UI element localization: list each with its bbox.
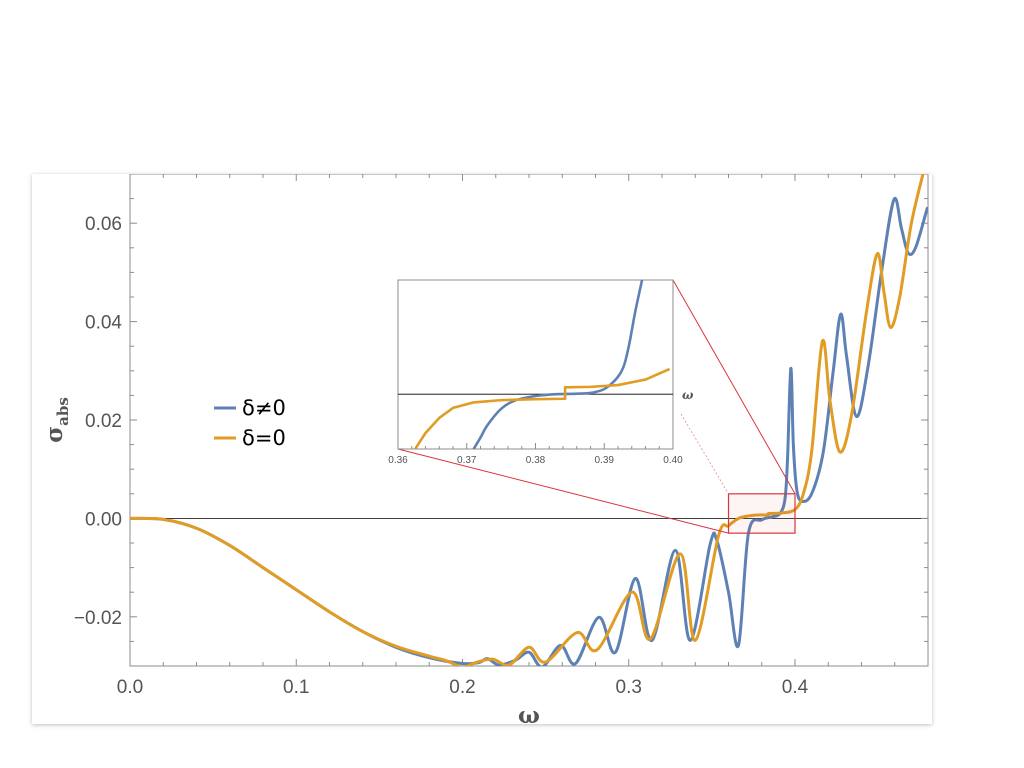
y-tick-label: 0.04 [85,313,122,334]
inset-plot: 0.36 0.37 0.38 0.39 0.40 ω [388,279,694,466]
legend-label-delta-zero: δ=0 [242,426,286,450]
main-plot: 0.0 0.1 0.2 0.3 0.4 −0.02 0.00 0.02 0.04 0.06 [74,174,929,698]
zoom-connector-line [397,448,729,534]
absorption-cross-section-chart: 0.0 0.1 0.2 0.3 0.4 −0.02 0.00 0.02 0.04 0.06 0.3… [41,174,929,724]
y-axis-title-main: σ [41,426,68,443]
inset-x-tick-label: 0.40 [663,455,683,466]
y-tick-label: 0.02 [85,411,122,432]
x-tick-label: 0.2 [449,677,475,698]
y-tick-label: 0.06 [85,214,122,235]
legend: δ≠0 δ=0 [214,396,286,450]
chart-panel: 0.0 0.1 0.2 0.3 0.4 −0.02 0.00 0.02 0.04 0.06 0.3… [32,174,932,724]
x-axis-title: ω [518,702,540,724]
inset-x-axis-title: ω [682,388,694,402]
zoom-connector [397,279,796,534]
x-tick-label: 0.3 [616,677,642,698]
series-line-delta-zero [130,174,925,666]
inset-frame [397,279,674,450]
inset-x-tick-label: 0.38 [526,455,546,466]
svg-text:σabs: σabs [41,397,72,443]
y-tick-label: −0.02 [74,608,122,629]
x-tick-label: 0.0 [117,677,143,698]
y-axis-title-subscript: abs [54,397,72,426]
y-axis-title: σabs [41,397,72,443]
inset-x-tick-label: 0.39 [595,455,615,466]
zoom-connector-dotted [680,413,729,495]
legend-label-delta-nonzero: δ≠0 [242,396,286,420]
x-tick-label: 0.4 [782,677,809,698]
zoom-connector-line [672,279,796,495]
zoom-region-box [727,493,796,534]
inset-x-tick-label: 0.36 [388,455,408,466]
inset-x-tick-label: 0.37 [457,455,477,466]
y-tick-label: 0.00 [85,509,122,530]
inset-series-line-delta-zero [414,367,671,449]
inset-series-line-delta-nonzero [472,280,644,449]
x-tick-label: 0.1 [283,677,309,698]
